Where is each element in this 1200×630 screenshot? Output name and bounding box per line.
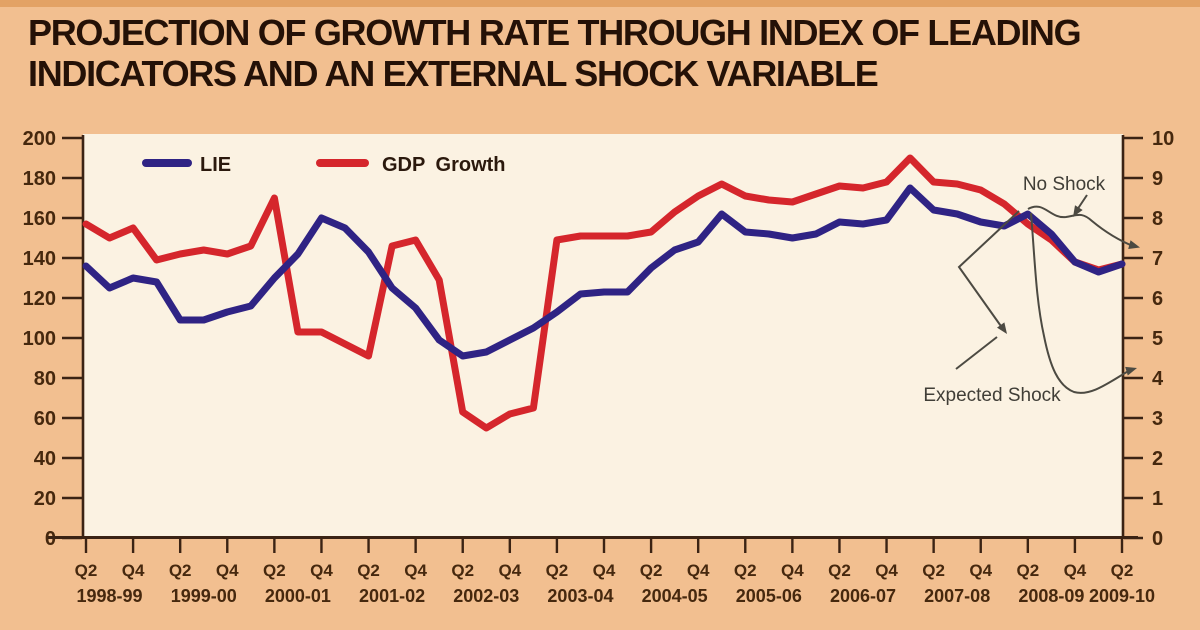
x-axis-quarter-label: Q4 <box>404 561 427 580</box>
right-axis-tick-label: 5 <box>1152 328 1163 350</box>
expected-shock-leader-line <box>957 210 1020 330</box>
x-axis-quarter-label: Q2 <box>828 561 851 580</box>
left-axis-tick-label: 140 <box>23 248 56 270</box>
left-axis-tick-label: 40 <box>34 448 56 470</box>
x-axis-year-label: 2000-01 <box>265 586 331 606</box>
x-axis-year-label: 2006-07 <box>830 586 896 606</box>
x-axis-quarter-label: Q4 <box>781 561 804 580</box>
x-axis-quarter-label: Q2 <box>1111 561 1134 580</box>
x-axis-quarter-label: Q2 <box>546 561 569 580</box>
x-axis-year-label: 1999-00 <box>171 586 237 606</box>
x-axis-year-label: 2005-06 <box>736 586 802 606</box>
right-axis-tick-label: 6 <box>1152 288 1163 310</box>
x-axis-quarter-label: Q2 <box>734 561 757 580</box>
x-axis-quarter-label: Q4 <box>216 561 239 580</box>
x-axis-quarter-label: Q2 <box>263 561 286 580</box>
left-axis-tick-label: 60 <box>34 408 56 430</box>
x-axis-quarter-label: Q4 <box>593 561 616 580</box>
x-axis-year-label: 2009-10 <box>1089 586 1155 606</box>
x-axis-quarter-label: Q4 <box>310 561 333 580</box>
no-shock-projection-line <box>1027 205 1135 248</box>
right-axis-tick-label: 10 <box>1152 128 1174 150</box>
top-accent-band <box>0 0 1200 7</box>
expected-shock-leader-line2 <box>955 336 998 370</box>
x-axis-year-label: 2003-04 <box>547 586 613 606</box>
left-axis-tick-label: 80 <box>34 368 56 390</box>
x-axis-year-label: 2001-02 <box>359 586 425 606</box>
callout-arrowhead <box>1073 205 1083 217</box>
legend-lie-label: LIE <box>200 154 231 176</box>
x-axis-quarter-label: Q2 <box>640 561 663 580</box>
gdp-growth-line <box>82 154 1126 432</box>
callout-arrowhead <box>997 322 1007 334</box>
right-axis-tick-label: 3 <box>1152 408 1163 430</box>
legend-gdp-label: GDP Growth <box>382 154 506 176</box>
expected-shock-label: Expected Shock <box>923 385 1061 406</box>
callout-arrowhead <box>1125 366 1137 376</box>
left-axis-tick-label: 100 <box>23 328 56 350</box>
right-axis-tick-label: 0 <box>1152 528 1163 550</box>
left-axis-tick-label: 180 <box>23 168 56 190</box>
x-axis-quarter-label: Q4 <box>969 561 992 580</box>
x-axis-quarter-label: Q2 <box>922 561 945 580</box>
right-axis-tick-label: 4 <box>1152 368 1164 390</box>
page-title-line2: INDICATORS AND AN EXTERNAL SHOCK VARIABL… <box>28 53 879 94</box>
x-axis-year-label: 2004-05 <box>642 586 708 606</box>
x-axis-year-label: 2008-09 <box>1018 586 1084 606</box>
no-shock-label: No Shock <box>1023 174 1106 195</box>
x-axis-year-label: 2002-03 <box>453 586 519 606</box>
x-axis-quarter-label: Q2 <box>451 561 474 580</box>
x-axis-quarter-label: Q2 <box>1016 561 1039 580</box>
page-title-line1: PROJECTION OF GROWTH RATE THROUGH INDEX … <box>28 12 1082 53</box>
left-axis-tick-label: 120 <box>23 288 56 310</box>
left-axis-tick-label: 200 <box>23 128 56 150</box>
right-axis-tick-label: 8 <box>1152 208 1163 230</box>
right-axis-tick-label: 2 <box>1152 448 1163 470</box>
x-axis-quarter-label: Q2 <box>169 561 192 580</box>
callout-arrowhead <box>1128 240 1140 249</box>
x-axis-quarter-label: Q2 <box>75 561 98 580</box>
x-axis-quarter-label: Q4 <box>687 561 710 580</box>
x-axis-quarter-label: Q4 <box>498 561 521 580</box>
x-axis-year-label: 2007-08 <box>924 586 990 606</box>
plot-area <box>83 134 1123 538</box>
x-axis-quarter-label: Q4 <box>122 561 145 580</box>
right-axis-tick-label: 9 <box>1152 168 1163 190</box>
x-axis-quarter-label: Q4 <box>875 561 898 580</box>
right-axis-tick-label: 7 <box>1152 248 1163 270</box>
x-axis-quarter-label: Q2 <box>357 561 380 580</box>
lie-line <box>82 184 1126 360</box>
x-axis-quarter-label: Q4 <box>1064 561 1087 580</box>
expected-shock-projection-line <box>1030 212 1133 394</box>
left-axis-tick-label: 20 <box>34 488 56 510</box>
right-axis-tick-label: 1 <box>1152 488 1163 510</box>
page-title: PROJECTION OF GROWTH RATE THROUGH INDEX … <box>28 12 1082 94</box>
left-axis-tick-label: 160 <box>23 208 56 230</box>
x-axis-year-label: 1998-99 <box>77 586 143 606</box>
